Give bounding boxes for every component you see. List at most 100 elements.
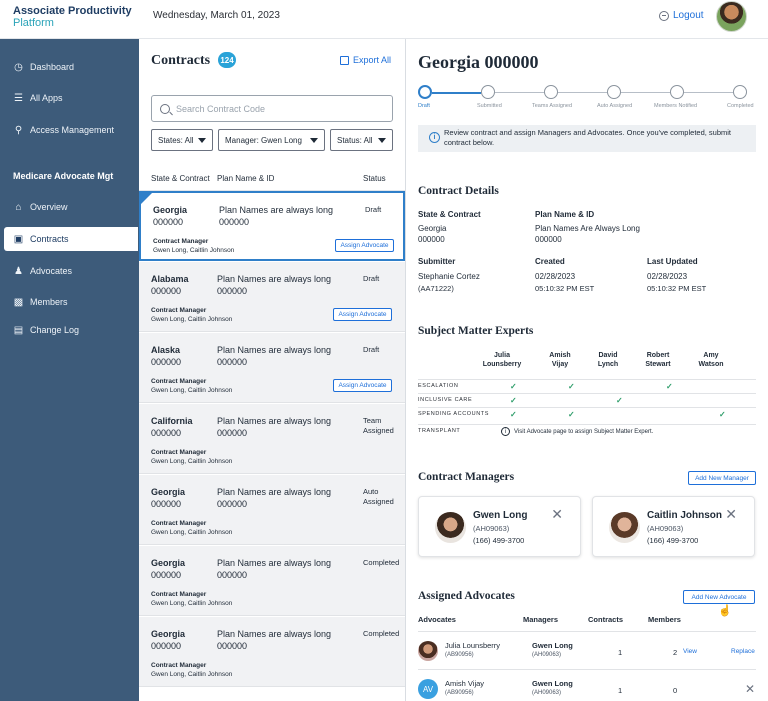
row-plan-name: Plan Names are always long	[217, 629, 332, 639]
contract-row[interactable]: California 000000 Plan Names are always lo…	[139, 404, 405, 474]
states-filter-select[interactable]: States: All	[151, 129, 213, 151]
sme-expert-first: David	[598, 352, 618, 359]
advocate-id: (AB90956)	[445, 652, 474, 658]
row-contract-code: 000000	[151, 428, 182, 438]
info-banner: i Review contract and assign Managers an…	[418, 125, 756, 152]
brand-line-2: Platform	[13, 17, 54, 29]
add-new-manager-button[interactable]: Add New Manager	[688, 471, 756, 485]
submitter-label: Submitter	[418, 257, 456, 266]
plan-value: Plan Names Are Always Long	[535, 224, 640, 233]
row-plan-id: 000000	[217, 641, 248, 651]
sidebar-item-members[interactable]: ▩ Members	[0, 290, 139, 314]
row-status: Completed	[363, 558, 400, 567]
avatar	[609, 512, 640, 543]
close-icon[interactable]: ✕	[745, 682, 756, 696]
status-stepper: Draft Submitted Teams Assigned Auto Assi…	[418, 85, 763, 111]
step-label: Completed	[727, 103, 754, 109]
logout-link[interactable]: Logout	[659, 10, 704, 21]
check-icon: ✓	[510, 410, 517, 419]
assign-advocate-button[interactable]: Assign Advocate	[333, 308, 392, 321]
close-icon[interactable]: ✕	[551, 506, 563, 522]
info-icon: i	[429, 132, 440, 143]
sidebar-item-contracts[interactable]: ▣ Contracts	[4, 227, 138, 251]
sme-expert-last: Stewart	[645, 361, 671, 368]
search-box[interactable]	[151, 95, 393, 122]
sidebar-item-access-management[interactable]: ⚲ Access Management	[0, 118, 139, 142]
sme-heading: Subject Matter Experts	[418, 325, 534, 337]
export-all-button[interactable]: Export All	[340, 55, 391, 65]
manager-name: Gwen Long	[473, 510, 528, 521]
row-contract-manager-label: Contract Manager	[151, 520, 207, 527]
row-state: Georgia	[151, 487, 186, 497]
step-label: Submitted	[477, 103, 502, 109]
sidebar-item-label: Advocates	[30, 266, 73, 276]
search-input[interactable]	[176, 103, 376, 114]
user-avatar[interactable]	[716, 1, 747, 32]
status-filter-select[interactable]: Status: All	[330, 129, 393, 151]
contract-row[interactable]: Georgia 000000 Plan Names are always long 0…	[139, 546, 405, 616]
sidebar-item-overview[interactable]: ⌂ Overview	[0, 195, 139, 219]
sme-expert-last: Watson	[698, 361, 724, 368]
stepper-line	[495, 92, 544, 93]
states-filter-value: States: All	[158, 135, 194, 145]
sidebar-item-advocates[interactable]: ♟ Advocates	[0, 259, 139, 283]
brand-line-1: Associate Productivity	[13, 5, 132, 17]
contracts-list-panel: Contracts 124 Export All States: All Man…	[139, 39, 406, 701]
column-members: Members	[648, 615, 681, 624]
manager-phone: (166) 499-3700	[473, 536, 525, 545]
sme-expert-header: David Lynch	[588, 351, 628, 369]
contract-row[interactable]: Alaska 000000 Plan Names are always long 00…	[139, 333, 405, 403]
check-icon: ✓	[568, 382, 575, 391]
contract-row[interactable]: Georgia 000000 Plan Names are always long 0…	[139, 617, 405, 687]
column-managers: Managers	[523, 615, 559, 624]
logout-icon	[659, 10, 669, 21]
close-icon[interactable]: ✕	[725, 506, 737, 522]
assign-advocate-button[interactable]: Assign Advocate	[335, 239, 394, 252]
brand-logo[interactable]: Associate Productivity Platform	[0, 0, 139, 39]
sme-row: ESCALATION ✓ ✓ ✓	[418, 379, 756, 393]
sme-row-label: INCLUSIVE CARE	[418, 397, 473, 403]
row-plan-name: Plan Names are always long	[217, 558, 332, 568]
column-advocates: Advocates	[418, 615, 456, 624]
contract-row[interactable]: Georgia 000000 Plan Names are always long 0…	[139, 191, 405, 261]
sidebar-item-dashboard[interactable]: ◷ Dashboard	[0, 55, 139, 79]
sme-expert-header: Julia Lounsberry	[482, 351, 522, 369]
sidebar-item-all-apps[interactable]: ☰ All Apps	[0, 86, 139, 110]
row-contract-manager-label: Contract Manager	[151, 378, 207, 385]
view-link[interactable]: View	[683, 648, 697, 655]
plan-label: Plan Name & ID	[535, 210, 595, 219]
contract-row[interactable]: Alabama 000000 Plan Names are always long 0…	[139, 262, 405, 332]
add-new-advocate-button[interactable]: Add New Advocate	[683, 590, 755, 604]
manager-filter-value: Manager: Gwen Long	[225, 135, 302, 145]
manager-filter-select[interactable]: Manager: Gwen Long	[218, 129, 325, 151]
step-label: Draft	[418, 103, 430, 109]
replace-link[interactable]: Replace	[731, 648, 755, 655]
assign-advocate-button[interactable]: Assign Advocate	[333, 379, 392, 392]
column-contracts: Contracts	[588, 615, 624, 624]
advocate-manager: Gwen Long	[532, 641, 573, 650]
sme-expert-first: Robert	[646, 352, 670, 359]
row-plan-name: Plan Names are always long	[217, 487, 332, 497]
advocate-members: 0	[673, 686, 678, 695]
avatar: AV	[418, 679, 438, 699]
log-icon: ▤	[13, 324, 24, 336]
stepper-line	[558, 92, 607, 93]
manager-card: Gwen Long (AH09063) (166) 499-3700 ✕	[418, 496, 581, 557]
contracts-table-header: State & Contract Plan Name & ID Status	[139, 165, 405, 191]
sme-expert-first: Amish	[549, 352, 571, 359]
row-plan-name: Plan Names are always long	[219, 205, 334, 215]
sidebar-item-change-log[interactable]: ▤ Change Log	[0, 318, 139, 342]
export-icon	[340, 55, 349, 65]
row-state: Georgia	[151, 629, 186, 639]
contract-row[interactable]: Georgia 000000 Plan Names are always long 0…	[139, 475, 405, 545]
pointer-cursor-icon: ☝	[718, 605, 732, 617]
status-filter-value: Status: All	[337, 135, 373, 145]
updated-date: 02/28/2023	[647, 272, 688, 281]
check-icon: ✓	[616, 396, 623, 405]
row-contract-managers: Gwen Long, Caitlin Johnson	[153, 247, 235, 254]
row-status: Draft	[365, 205, 382, 214]
row-contract-code: 000000	[151, 570, 182, 580]
chevron-down-icon	[378, 138, 386, 143]
column-state-contract: State & Contract	[151, 174, 210, 183]
advocate-row: AV Amish Vijay (AB90956) Gwen Long (AH09…	[418, 669, 756, 701]
